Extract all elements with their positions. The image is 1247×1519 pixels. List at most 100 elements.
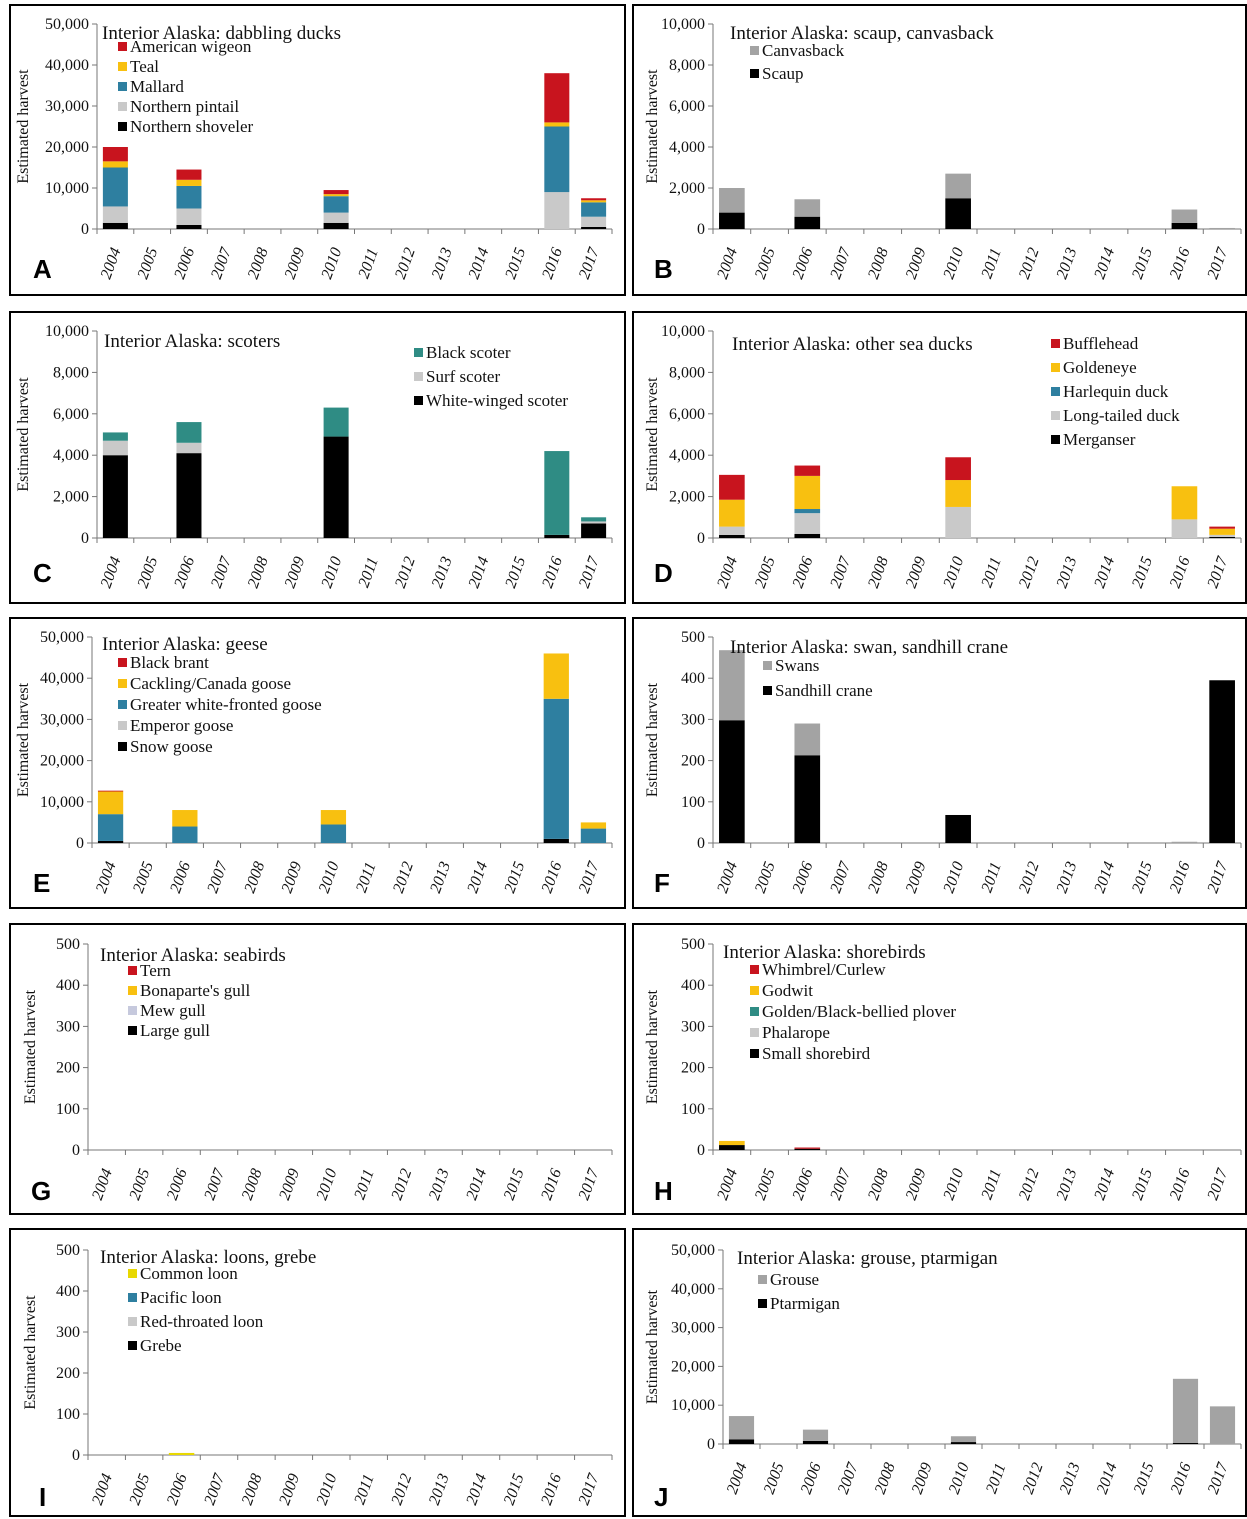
x-tick-label-f-2010: 2010 — [940, 860, 967, 896]
legend-swatch-a-teal — [118, 62, 127, 71]
bar-d-2010-goldeneye — [945, 480, 971, 507]
y-tick-label-c: 4,000 — [53, 447, 89, 464]
panel-letter-f: F — [654, 868, 670, 898]
bar-c-2010-white-winged-scoter — [323, 436, 349, 538]
x-tick-label-b-2009: 2009 — [903, 246, 930, 282]
bar-j-2006-ptarmigan — [802, 1440, 829, 1444]
bar-j-2017-grouse — [1209, 1406, 1236, 1444]
y-tick-label-c: 10,000 — [45, 323, 89, 340]
x-tick-label-f-2014: 2014 — [1091, 860, 1118, 896]
x-tick-label-j-2005: 2005 — [761, 1461, 788, 1497]
bar-b-2006-scaup — [794, 216, 821, 229]
legend-swatch-d-merganser — [1051, 435, 1060, 444]
y-axis-label-f: Estimated harvest — [644, 682, 661, 797]
y-tick-label-h: 500 — [681, 936, 705, 953]
legend-swatch-h-small-shorebird — [750, 1049, 759, 1058]
x-tick-label-i-2007: 2007 — [201, 1471, 228, 1508]
bar-a-2004-northern-shoveler — [102, 222, 128, 229]
y-tick-label-d: 4,000 — [669, 447, 705, 464]
x-tick-label-e-2017: 2017 — [576, 859, 603, 896]
y-tick-label-h: 400 — [681, 977, 705, 994]
y-tick-label-j: 10,000 — [671, 1397, 715, 1414]
bar-d-2004-long-tailed-duck — [719, 526, 745, 535]
legend-label-c-surf-scoter: Surf scoter — [426, 367, 500, 386]
chart-j: 0 10,000 20,000 30,000 40,000 50,000 Estimated… — [644, 1242, 1242, 1497]
legend-label-e-cackling-canada-goose: Cackling/Canada goose — [130, 674, 291, 693]
y-tick-label-j: 0 — [707, 1436, 715, 1453]
chart-title-j: Interior Alaska: grouse, ptarmigan — [737, 1248, 998, 1269]
bar-e-2006-greater-white-fronted-goose — [172, 826, 198, 843]
chart-c: 0 2,000 4,000 6,000 8,000 10,000 Estimated har… — [15, 323, 613, 591]
legend-swatch-e-greater-white-fronted-goose — [118, 700, 127, 709]
x-tick-label-b-2011: 2011 — [978, 246, 1005, 281]
bar-c-2006-black-scoter — [176, 422, 202, 443]
x-tick-label-d-2014: 2014 — [1091, 555, 1118, 591]
x-tick-label-g-2016: 2016 — [538, 1167, 565, 1203]
bar-j-2010-ptarmigan — [950, 1442, 977, 1444]
x-tick-label-d-2007: 2007 — [827, 554, 854, 591]
y-tick-label-g: 500 — [56, 936, 80, 953]
legend-label-f-swans: Swans — [775, 656, 819, 675]
x-tick-label-c-2012: 2012 — [392, 555, 419, 591]
legend-label-j-grouse: Grouse — [770, 1270, 819, 1289]
bar-e-2010-cackling-canada-goose — [320, 810, 347, 825]
legend-label-a-american-wigeon: American wigeon — [130, 37, 252, 56]
x-tick-label-c-2017: 2017 — [576, 554, 603, 591]
x-tick-label-i-2015: 2015 — [501, 1472, 528, 1508]
y-tick-label-h: 300 — [681, 1018, 705, 1035]
x-tick-label-a-2010: 2010 — [318, 246, 345, 282]
x-tick-label-c-2007: 2007 — [208, 554, 235, 591]
bar-d-2017-long-tailed-duck — [1209, 534, 1235, 537]
x-tick-label-e-2016: 2016 — [539, 860, 566, 896]
x-tick-label-j-2004: 2004 — [724, 1461, 751, 1497]
legend-label-d-long-tailed-duck: Long-tailed duck — [1063, 406, 1180, 425]
bar-d-2006-bufflehead — [794, 465, 821, 476]
y-tick-label-d: 10,000 — [661, 323, 705, 340]
bar-d-2006-long-tailed-duck — [794, 513, 821, 534]
y-tick-label-e: 50,000 — [40, 629, 84, 646]
chart-panel-j: 0 10,000 20,000 30,000 40,000 50,000 Estimated… — [632, 1228, 1247, 1517]
x-tick-label-e-2011: 2011 — [353, 860, 380, 895]
x-tick-label-b-2005: 2005 — [752, 246, 779, 282]
x-tick-label-i-2016: 2016 — [538, 1472, 565, 1508]
chart-title-d: Interior Alaska: other sea ducks — [732, 334, 973, 355]
bar-b-2017-canvasback — [1209, 227, 1235, 229]
chart-panel-h: 0 100 200 300 400 500 Estimated harvest 2004 200… — [632, 923, 1247, 1215]
bar-f-2016-swans — [1171, 841, 1198, 843]
x-tick-label-i-2008: 2008 — [239, 1472, 266, 1508]
x-tick-label-j-2012: 2012 — [1020, 1461, 1047, 1497]
x-tick-label-h-2006: 2006 — [790, 1167, 817, 1203]
x-tick-label-e-2004: 2004 — [93, 860, 120, 896]
x-tick-label-j-2010: 2010 — [946, 1461, 973, 1497]
x-tick-label-j-2015: 2015 — [1131, 1461, 1158, 1497]
x-tick-label-d-2004: 2004 — [714, 555, 741, 591]
legend-swatch-a-northern-pintail — [118, 102, 127, 111]
legend-label-e-greater-white-fronted-goose: Greater white-fronted goose — [130, 695, 322, 714]
y-tick-label-d: 2,000 — [669, 489, 705, 506]
x-tick-label-e-2014: 2014 — [464, 860, 491, 896]
x-tick-label-f-2011: 2011 — [978, 860, 1005, 895]
chart-panel-g: 0 100 200 300 400 500 Estimated harvest 2004 200… — [9, 923, 626, 1215]
bar-b-2006-canvasback — [794, 199, 821, 217]
y-tick-label-g: 0 — [72, 1142, 80, 1159]
x-tick-label-c-2010: 2010 — [318, 555, 345, 591]
x-tick-label-d-2013: 2013 — [1054, 555, 1081, 591]
legend-swatch-d-goldeneye — [1051, 363, 1060, 372]
bar-a-2006-teal — [176, 179, 202, 186]
x-tick-label-g-2008: 2008 — [239, 1167, 266, 1203]
legend-label-e-black-brant: Black brant — [130, 653, 209, 672]
legend-label-d-merganser: Merganser — [1063, 430, 1136, 449]
legend-label-a-northern-pintail: Northern pintail — [130, 97, 239, 116]
x-tick-label-a-2015: 2015 — [502, 246, 529, 282]
legend-label-c-black-scoter: Black scoter — [426, 343, 511, 362]
y-tick-label-e: 40,000 — [40, 670, 84, 687]
chart-panel-e: 0 10,000 20,000 30,000 40,000 50,000 Estimated… — [9, 617, 626, 909]
y-tick-label-a: 10,000 — [45, 180, 89, 197]
bar-e-2004-cackling-canada-goose — [97, 791, 124, 815]
panel-letter-j: J — [654, 1482, 669, 1512]
y-tick-label-b: 0 — [697, 221, 705, 238]
chart-d: 0 2,000 4,000 6,000 8,000 10,000 Estimated har… — [644, 323, 1242, 591]
bar-e-2016-snow-goose — [543, 838, 569, 843]
panel-letter-b: B — [654, 254, 673, 284]
bar-a-2006-mallard — [176, 185, 202, 209]
